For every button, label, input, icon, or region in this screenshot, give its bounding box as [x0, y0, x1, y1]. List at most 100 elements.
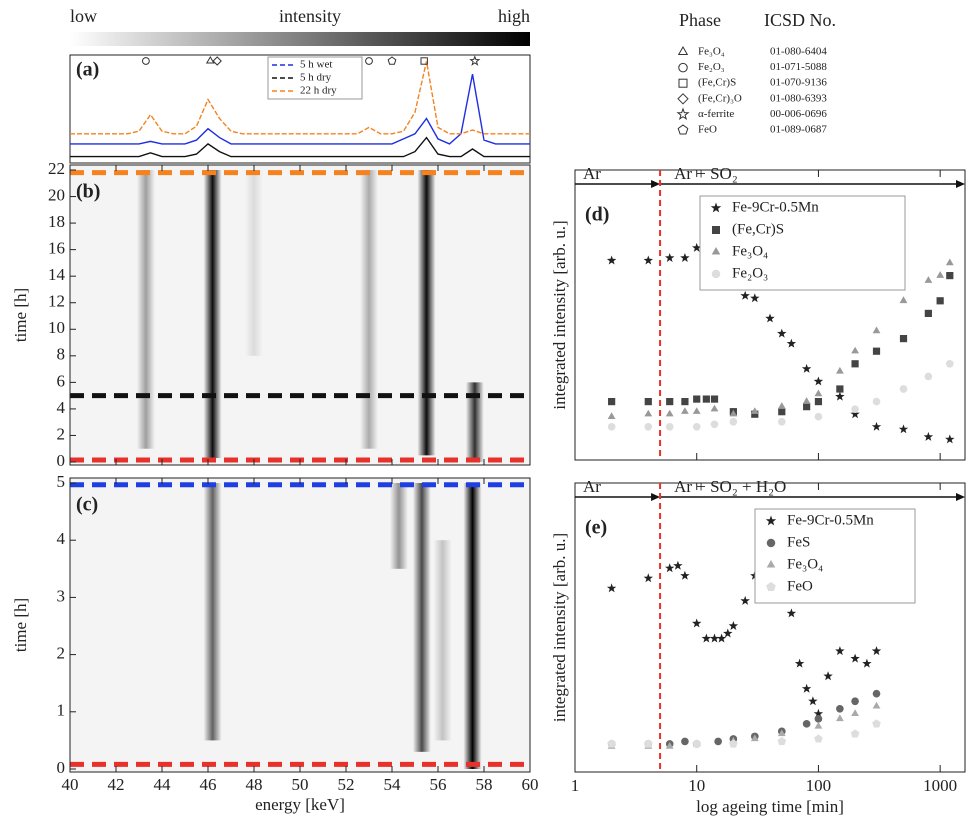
data-point [692, 422, 701, 431]
panel-label: (c) [76, 494, 98, 516]
phase-symbol [677, 45, 689, 55]
legend-label: Fe-9Cr-0.5Mn [732, 199, 819, 215]
phase-label: Ar [583, 477, 601, 496]
data-point [692, 739, 701, 748]
x-axis-label: energy [keV] [255, 795, 345, 814]
diffraction-streak [433, 540, 452, 741]
arrow-head [651, 493, 661, 501]
phase-marker [142, 57, 150, 65]
table-header: Phase [679, 10, 721, 30]
colorbar-low: low [70, 6, 97, 26]
colorbar-high: high [498, 6, 530, 26]
data-point [728, 621, 739, 630]
legend-symbol [766, 582, 776, 591]
x-tick-label: 100 [806, 776, 832, 795]
y-tick-label: 8 [57, 345, 66, 364]
icsd-number: 01-089-0687 [770, 124, 827, 136]
data-point [802, 720, 811, 728]
data-point [777, 736, 787, 746]
diffraction-streak [203, 483, 222, 741]
data-point [936, 297, 944, 305]
data-point [765, 313, 775, 323]
phase-name: Fe₂O₃ [698, 61, 725, 73]
data-point [665, 422, 674, 431]
data-point [924, 372, 933, 381]
data-point [836, 714, 844, 722]
data-point [716, 633, 727, 643]
icsd-number: 01-080-6393 [770, 92, 827, 104]
data-point [923, 431, 934, 441]
phase-marker [469, 55, 481, 66]
icsd-number: 01-070-9136 [770, 77, 827, 89]
x-tick-label: 54 [384, 775, 402, 794]
data-point [750, 293, 760, 303]
plot-frame [574, 169, 966, 461]
table-header: ICSD No. [764, 10, 836, 30]
diffraction-streak [360, 170, 378, 449]
x-tick-label: 46 [200, 775, 217, 794]
data-point [681, 407, 689, 414]
x-tick-label: 1 [571, 776, 580, 795]
icsd-number: 01-071-5088 [770, 61, 827, 73]
x-tick-label: 40 [62, 775, 79, 794]
data-point [814, 412, 823, 421]
y-tick-label: 2 [57, 424, 66, 443]
panel-label: (e) [585, 517, 607, 539]
legend-label: (Fe,Cr)S [732, 221, 784, 237]
data-point [851, 697, 859, 706]
panel-label: (d) [585, 204, 609, 226]
legend-symbol [766, 560, 776, 568]
x-tick-label: 42 [108, 775, 125, 794]
data-point [665, 741, 674, 749]
data-point [836, 385, 844, 393]
data-point [729, 409, 738, 417]
legend-label: 5 h wet [300, 59, 332, 71]
colorbar-title: intensity [279, 6, 341, 26]
data-point [836, 366, 844, 374]
phase-name: FeO [698, 124, 717, 136]
data-point [850, 729, 860, 738]
legend-label: 22 h dry [300, 85, 337, 97]
diffraction-streak [389, 483, 408, 569]
data-point [851, 405, 859, 413]
data-point [899, 296, 908, 304]
data-point [850, 409, 860, 419]
data-point [850, 653, 860, 663]
data-point [644, 739, 653, 748]
x-tick-label: 44 [154, 775, 172, 794]
phase-symbol [678, 62, 688, 73]
data-point [851, 346, 859, 354]
data-point [714, 737, 722, 746]
data-point [692, 618, 702, 628]
legend-label: Fe₃O₄ [787, 556, 823, 572]
diffraction-streak [465, 382, 484, 462]
x-tick-label: 52 [338, 775, 355, 794]
heatmap-background [70, 478, 530, 772]
y-axis-label: time [h] [11, 288, 30, 342]
x-axis-label: log ageing time [min] [696, 797, 844, 816]
data-point [701, 633, 712, 643]
diffraction-streak [136, 170, 155, 449]
diffraction-streak [245, 170, 263, 356]
phase-marker [205, 56, 215, 64]
phase-name: (Fe,Cr)₃O [698, 92, 742, 104]
data-point [862, 658, 872, 668]
y-tick-label: 4 [57, 398, 66, 417]
data-point [740, 595, 750, 605]
data-point [750, 734, 759, 742]
icsd-number: 00-006-0696 [770, 108, 827, 120]
data-point [751, 410, 759, 418]
legend-label: Fe₂O₃ [732, 265, 768, 281]
phase-symbol [677, 93, 689, 105]
data-point [777, 417, 786, 426]
data-point [777, 328, 787, 338]
x-tick-label: 50 [292, 775, 309, 794]
data-point [723, 628, 733, 638]
legend-symbol [765, 515, 777, 526]
phase-name: Fe₃O₄ [698, 46, 725, 58]
data-point [835, 391, 845, 401]
data-point [872, 326, 881, 334]
data-point [644, 409, 653, 417]
spectrum-line [70, 61, 530, 135]
data-point [786, 608, 797, 618]
